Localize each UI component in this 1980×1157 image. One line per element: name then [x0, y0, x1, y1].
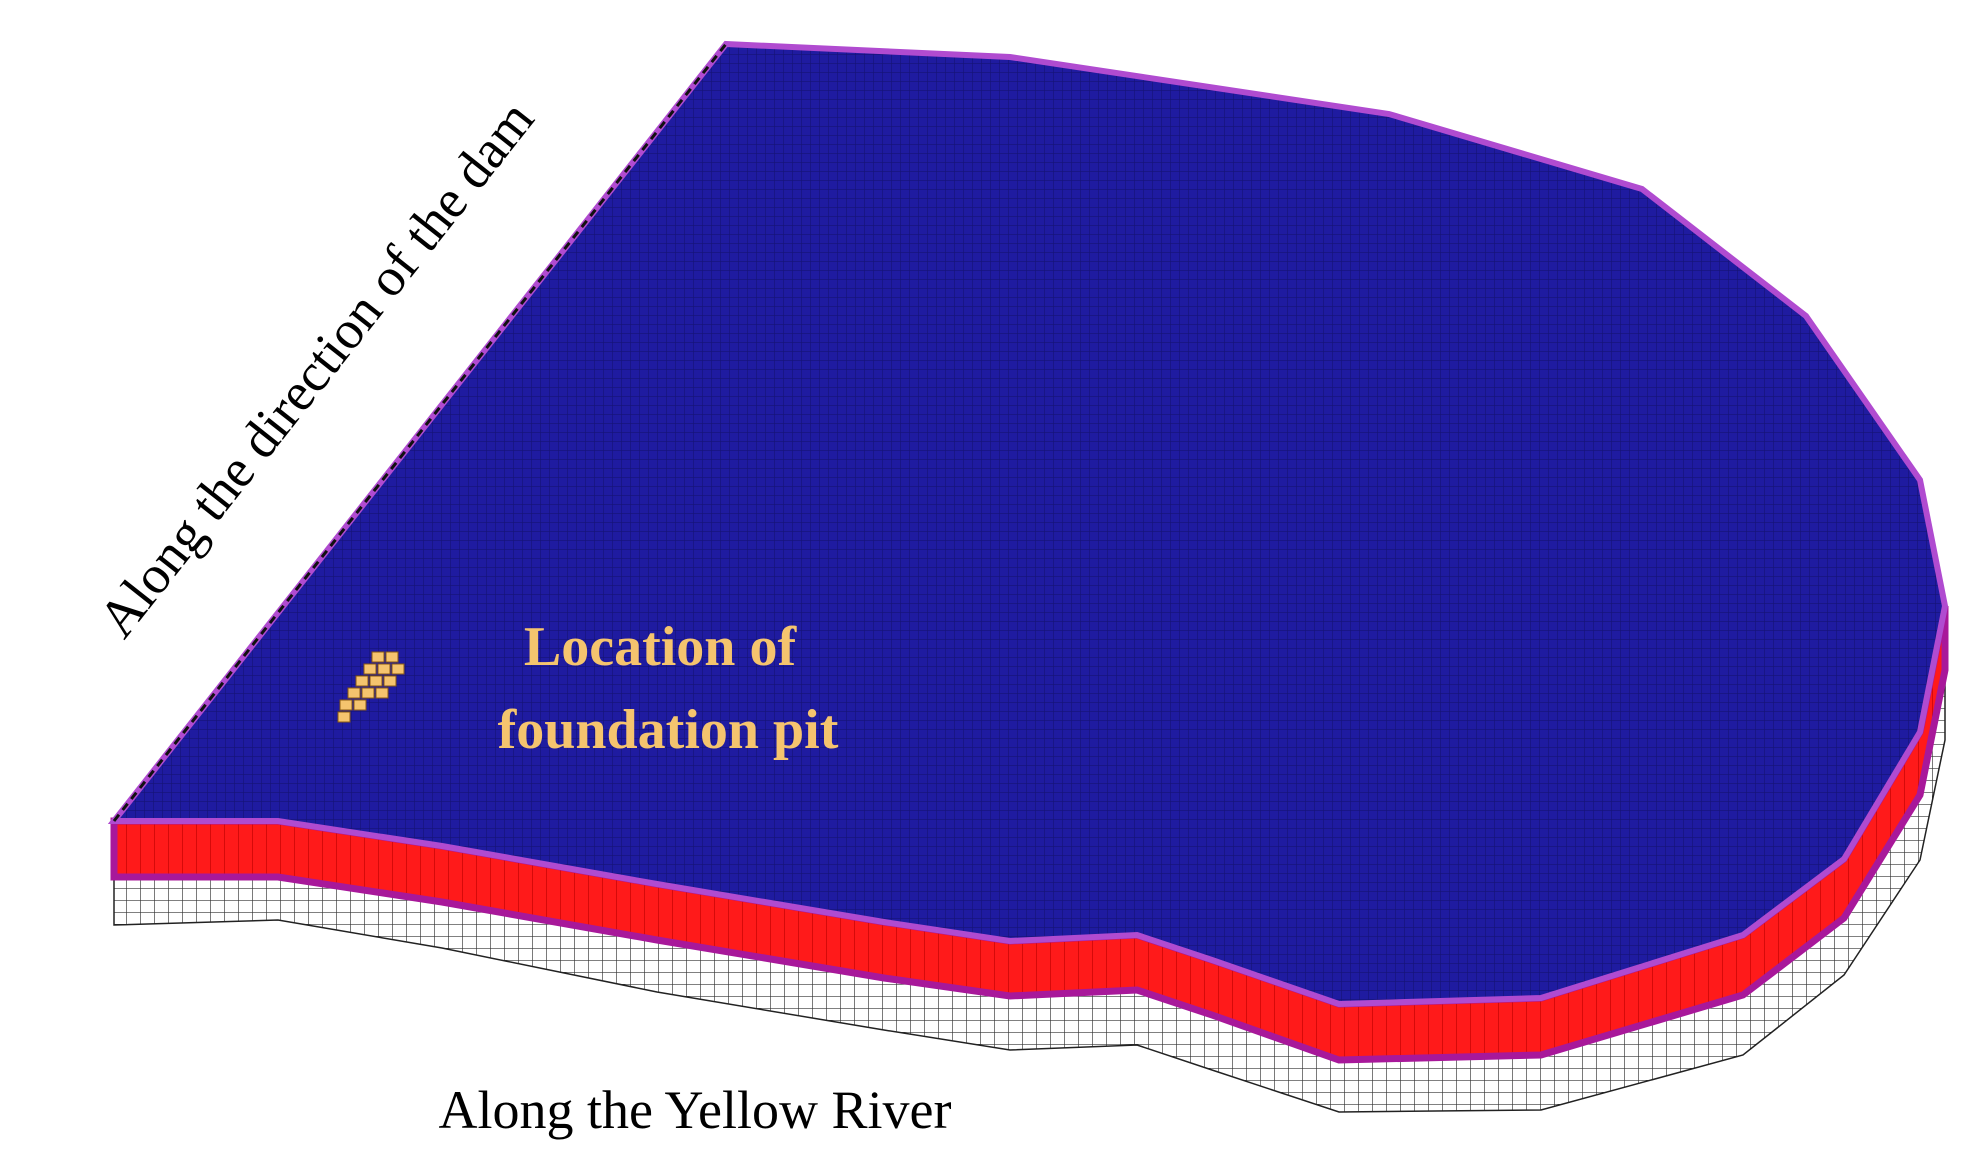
pit-label-line: foundation pit — [498, 699, 839, 761]
model-layers — [107, 40, 1949, 1113]
river-direction-label: Along the Yellow River — [439, 1080, 952, 1140]
foundation-pit — [337, 651, 405, 723]
top-surface — [107, 40, 1949, 1008]
pit-label-line: Location of — [524, 616, 798, 678]
left-edge — [112, 43, 728, 822]
